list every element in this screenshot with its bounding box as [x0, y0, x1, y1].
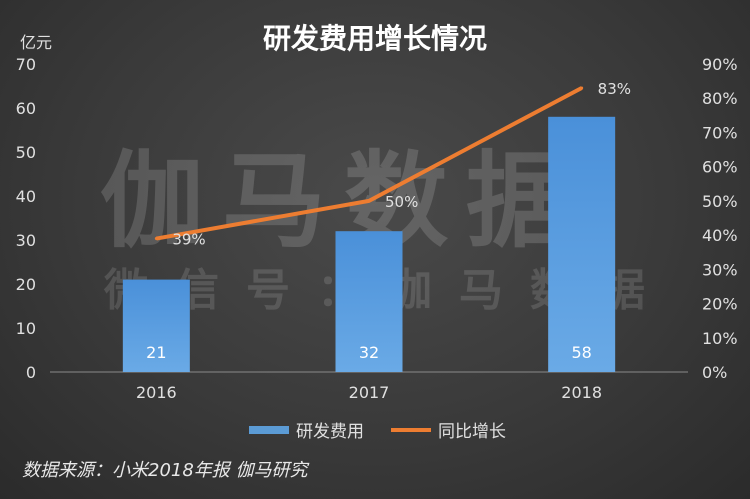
chart-title: 研发费用增长情况	[263, 22, 487, 55]
growth-value-label: 50%	[385, 193, 418, 211]
y-tick-label: 30	[16, 231, 36, 250]
y-tick-label: 40	[16, 187, 36, 206]
growth-value-label: 83%	[598, 80, 631, 98]
y2-tick-label: 40%	[702, 226, 738, 245]
watermark-brand: 伽马数据	[100, 140, 589, 262]
growth-point	[154, 237, 158, 241]
y-tick-label: 20	[16, 275, 36, 294]
y2-tick-label: 80%	[702, 89, 738, 108]
growth-point	[580, 86, 584, 90]
y-tick-label: 50	[16, 143, 36, 162]
y-tick-label: 0	[26, 363, 36, 382]
x-tick-label: 2018	[561, 383, 602, 402]
y2-tick-label: 20%	[702, 295, 738, 314]
growth-line	[155, 86, 583, 241]
bar-value-label: 21	[146, 343, 166, 362]
growth-point	[367, 199, 371, 203]
source-note: 数据来源：小米2018年报 伽马研究	[22, 460, 308, 481]
bar	[548, 116, 616, 372]
y2-tick-label: 50%	[702, 192, 738, 211]
y2-tick-label: 0%	[702, 363, 727, 382]
y-tick-label: 60	[16, 99, 36, 118]
y-tick-label: 10	[16, 319, 36, 338]
bar-value-label: 58	[571, 343, 591, 362]
bar	[335, 231, 403, 372]
y2-tick-label: 10%	[702, 329, 738, 348]
y2-tick-label: 90%	[702, 55, 738, 74]
y-axis-unit: 亿元	[20, 33, 52, 52]
bar	[122, 279, 190, 372]
x-tick-label: 2017	[349, 383, 390, 402]
legend-label-bar: 研发费用	[296, 422, 364, 442]
x-tick-label: 2016	[136, 383, 177, 402]
legend-label-line: 同比增长	[438, 422, 506, 442]
growth-value-label: 39%	[172, 231, 205, 249]
y-tick-label: 70	[16, 55, 36, 74]
legend-swatch-bar	[249, 426, 289, 434]
bar-value-label: 32	[359, 343, 379, 362]
y2-tick-label: 30%	[702, 260, 738, 279]
y2-tick-label: 70%	[702, 123, 738, 142]
y2-tick-label: 60%	[702, 158, 738, 177]
